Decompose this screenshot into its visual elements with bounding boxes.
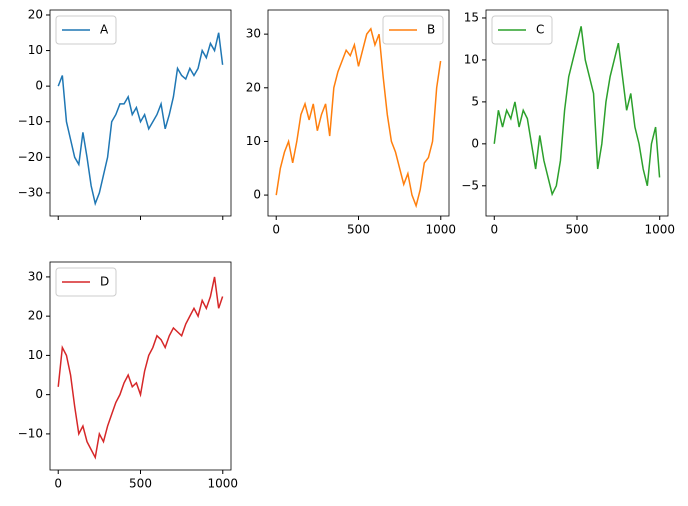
x-tick-label: 0 <box>54 477 62 491</box>
axes-frame <box>267 9 450 217</box>
y-tick-label: 30 <box>246 27 261 41</box>
x-tick-label: 1000 <box>644 223 675 237</box>
legend-label: A <box>100 23 109 37</box>
axes-frame <box>49 9 232 217</box>
y-tick-label: 5 <box>471 94 479 108</box>
y-tick-label: 0 <box>471 136 479 150</box>
x-tick-label: 500 <box>347 223 370 237</box>
y-tick-label: −20 <box>18 150 43 164</box>
legend-label: C <box>536 23 544 37</box>
y-tick-label: 10 <box>464 52 479 66</box>
x-tick-label: 500 <box>566 223 589 237</box>
y-tick-label: −10 <box>18 426 43 440</box>
axes-frame <box>49 261 232 471</box>
x-tick-label: 500 <box>129 477 152 491</box>
series-line <box>57 32 224 207</box>
y-tick-label: 30 <box>28 269 43 283</box>
y-tick-label: 15 <box>464 10 479 24</box>
x-tick-label: 0 <box>490 223 498 237</box>
y-tick-label: 20 <box>28 309 43 323</box>
x-tick-label: 1000 <box>425 223 456 237</box>
y-tick-label: 0 <box>35 79 43 93</box>
axes-frame <box>485 9 669 217</box>
y-tick-label: −5 <box>461 178 479 192</box>
y-tick-label: 20 <box>246 80 261 94</box>
legend-label: D <box>100 275 109 289</box>
y-tick-label: −30 <box>18 185 43 199</box>
y-tick-label: 10 <box>28 348 43 362</box>
x-tick-label: 0 <box>272 223 280 237</box>
series-line <box>493 26 661 197</box>
series-line <box>57 276 224 460</box>
y-tick-label: 10 <box>28 43 43 57</box>
legend-label: B <box>427 23 435 37</box>
x-tick-label: 1000 <box>207 477 238 491</box>
y-tick-label: 0 <box>35 387 43 401</box>
y-tick-label: 0 <box>253 188 261 202</box>
series-line <box>275 27 442 209</box>
y-tick-label: 20 <box>28 7 43 21</box>
y-tick-label: 10 <box>246 134 261 148</box>
y-tick-label: −10 <box>18 114 43 128</box>
